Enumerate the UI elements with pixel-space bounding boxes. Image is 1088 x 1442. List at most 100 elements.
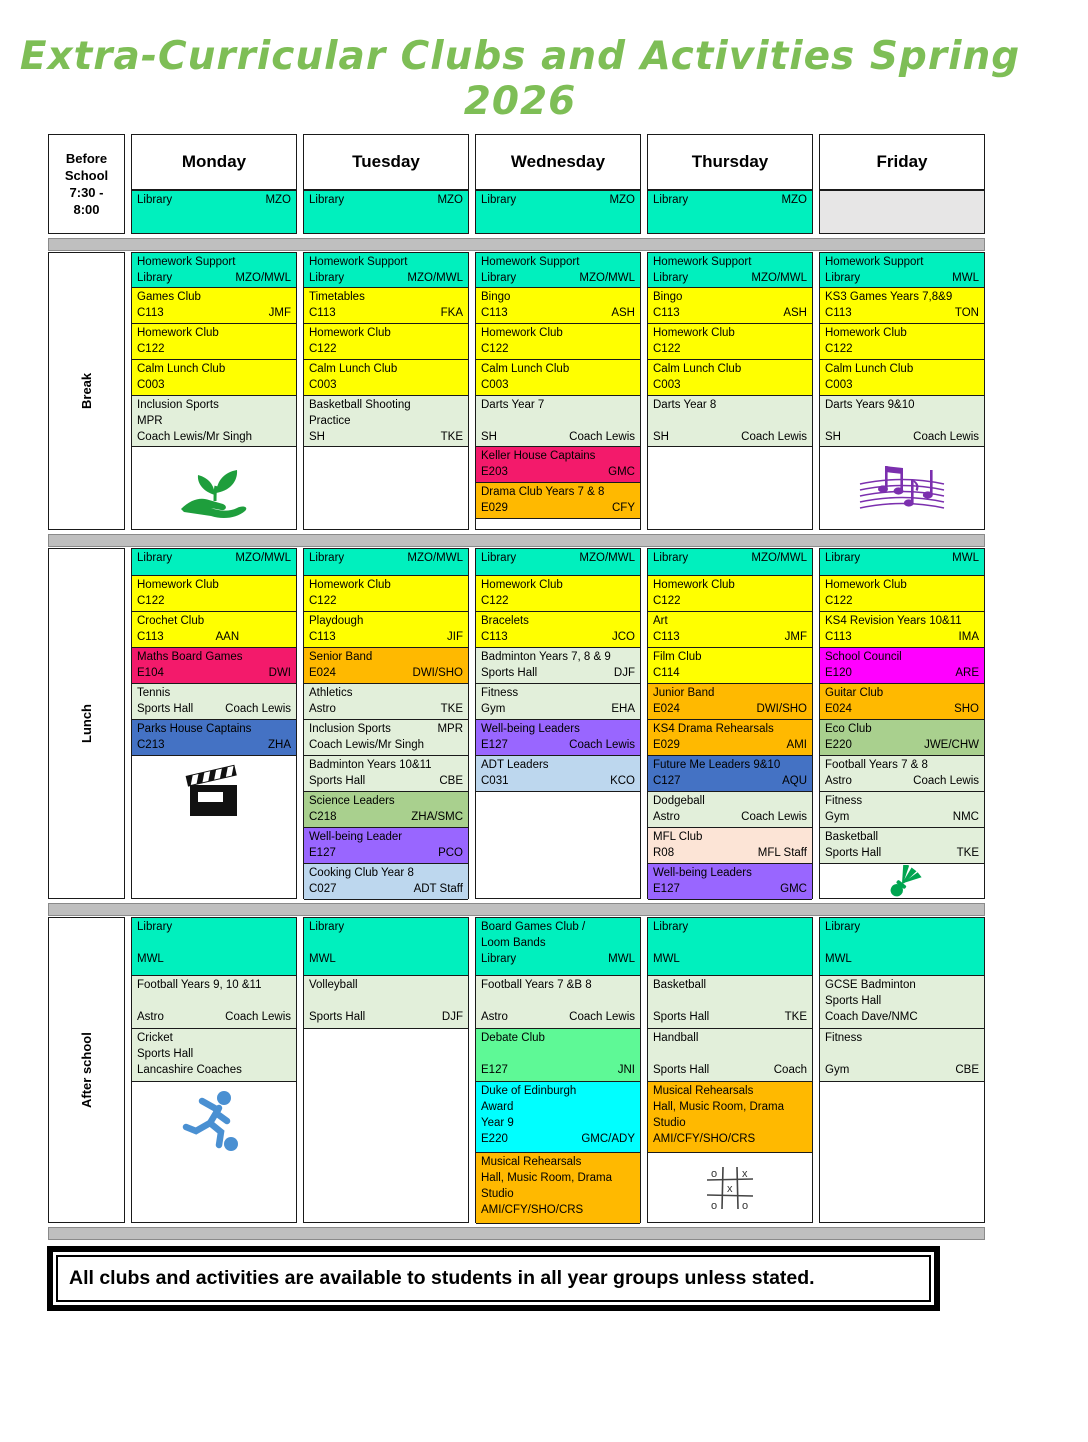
- timetable-sheet: Before School 7:30 -8:00 Monday Tuesday Wedne…: [48, 134, 985, 1240]
- day-column-wednesday: Library MZO/MWL Homework Club C122 Bracelets…: [475, 548, 641, 899]
- svg-text:x: x: [727, 1183, 733, 1195]
- activity-cell: Homework Support Library MZO/MWL: [304, 253, 468, 288]
- activity-cell: Library MZO: [647, 190, 813, 234]
- day-column-friday: Homework Support Library MWL KS3 Games Year…: [819, 252, 985, 530]
- activity-cell: Handball Sports Hall Coach: [648, 1029, 812, 1082]
- activity-cell: Homework Club C122: [304, 576, 468, 612]
- day-column-tuesday: Homework Support Library MZO/MWL Timetables…: [303, 252, 469, 530]
- svg-text:x: x: [742, 1168, 748, 1180]
- activity-cell: Musical Rehearsals Hall, Music Room, Dram…: [648, 1082, 812, 1153]
- activity-cell: Library MWL: [304, 918, 468, 976]
- activity-cell: Homework Support Library MZO/MWL: [476, 253, 640, 288]
- day-header-tuesday: Tuesday: [303, 134, 469, 190]
- activity-cell: Bingo C113 ASH: [648, 288, 812, 324]
- clapperboard-icon: [137, 757, 291, 898]
- activity-cell: Library MZO/MWL: [476, 549, 640, 576]
- activity-cell: Eco Club E220 JWE/CHW: [820, 720, 984, 756]
- section-label: Lunch: [48, 548, 125, 899]
- activity-cell: Basketball Sports Hall TKE: [820, 828, 984, 864]
- svg-text:o: o: [711, 1168, 717, 1180]
- activity-cell: Playdough C113 JIF: [304, 612, 468, 648]
- section-label: Break: [48, 252, 125, 530]
- activity-cell: Keller House Captains E203 GMC: [476, 447, 640, 483]
- activity-cell: Volleyball Sports Hall DJF: [304, 976, 468, 1029]
- activity-cell: Homework Club C122: [820, 576, 984, 612]
- activity-cell: MFL Club R08 MFL Staff: [648, 828, 812, 864]
- section-lunch: Lunch Library MZO/MWL Homework Club C122 Croc…: [48, 548, 985, 900]
- section-break: Break Homework Support Library MZO/MWL Games…: [48, 252, 985, 530]
- activity-cell: Fitness Gym EHA: [476, 684, 640, 720]
- activity-cell: Athletics Astro TKE: [304, 684, 468, 720]
- activity-cell: Junior Band E024 DWI/SHO: [648, 684, 812, 720]
- activity-cell: Bracelets C113 JCO: [476, 612, 640, 648]
- activity-cell: Senior Band E024 DWI/SHO: [304, 648, 468, 684]
- activity-cell: Football Years 9, 10 &11 Astro Coach Lewis: [132, 976, 296, 1029]
- day-column-monday: Library MZO/MWL Homework Club C122 Crochet C…: [131, 548, 297, 899]
- activity-cell: Homework Club C122: [132, 576, 296, 612]
- empty-cell: [132, 447, 296, 529]
- empty-cell: [304, 1029, 468, 1222]
- activity-cell: Darts Year 7 SH Coach Lewis: [476, 396, 640, 447]
- activity-cell: Homework Club C122: [820, 324, 984, 360]
- activity-cell: Fitness Gym CBE: [820, 1029, 984, 1082]
- svg-text:o: o: [742, 1200, 748, 1212]
- day-column-thursday: Homework Support Library MZO/MWL Bingo C113 A…: [647, 252, 813, 530]
- activity-cell: Science Leaders C218 ZHA/SMC: [304, 792, 468, 828]
- soccer-player-icon: [137, 1083, 291, 1222]
- empty-cell: [132, 1082, 296, 1222]
- activity-cell: Calm Lunch Club C003: [820, 360, 984, 396]
- page-title: Extra-Curricular Clubs and Activities Sp…: [19, 34, 1021, 124]
- day-header-wednesday: Wednesday: [475, 134, 641, 190]
- activity-cell: Library MZO/MWL: [304, 549, 468, 576]
- activity-cell: Library MWL: [820, 918, 984, 976]
- activity-cell: Inclusion Sports MPR Coach Lewis/Mr Singh: [304, 720, 468, 756]
- section-separator: [48, 903, 985, 916]
- activity-cell: Calm Lunch Club C003: [648, 360, 812, 396]
- activity-cell: KS4 Revision Years 10&11 C113 IMA: [820, 612, 984, 648]
- activity-cell: Library MZO: [303, 190, 469, 234]
- activity-cell: Crochet Club C113 AAN: [132, 612, 296, 648]
- activity-cell: Library MZO: [475, 190, 641, 234]
- activity-cell: Library MZO: [131, 190, 297, 234]
- activity-cell: Well-being Leader E127 PCO: [304, 828, 468, 864]
- header-row: Before School 7:30 -8:00 Monday Tuesday Wedne…: [48, 134, 985, 234]
- activity-cell: Debate Club E127 JNI: [476, 1029, 640, 1082]
- day-header-friday: Friday: [819, 134, 985, 190]
- activity-cell: Fitness Gym NMC: [820, 792, 984, 828]
- day-column-monday: Library MWL Football Years 9, 10 &11 Astro C…: [131, 917, 297, 1223]
- activity-cell: Calm Lunch Club C003: [476, 360, 640, 396]
- activity-cell: Basketball Sports Hall TKE: [648, 976, 812, 1029]
- svg-text:o: o: [711, 1200, 717, 1212]
- activity-cell: Cooking Club Year 8 C027 ADT Staff: [304, 864, 468, 900]
- activity-cell: Homework Club C122: [304, 324, 468, 360]
- activity-cell: Football Years 7 & 8 Astro Coach Lewis: [820, 756, 984, 792]
- activity-cell: Drama Club Years 7 & 8 E029 CFY: [476, 483, 640, 519]
- empty-cell: [820, 1082, 984, 1222]
- activity-cell: Homework Club C122: [132, 324, 296, 360]
- activity-cell: Cricket Sports Hall Lancashire Coaches: [132, 1029, 296, 1082]
- activity-cell: Dodgeball Astro Coach Lewis: [648, 792, 812, 828]
- activity-cell: Future Me Leaders 9&10 C127 AQU: [648, 756, 812, 792]
- activity-cell: KS3 Games Years 7,8&9 C113 TON: [820, 288, 984, 324]
- activity-cell: Games Club C113 JMF: [132, 288, 296, 324]
- activity-cell: Timetables C113 FKA: [304, 288, 468, 324]
- footer-banner: All clubs and activities are available t…: [47, 1246, 940, 1311]
- activity-cell: Library MWL: [820, 549, 984, 576]
- activity-cell: Football Years 7 &B 8 Astro Coach Lewis: [476, 976, 640, 1029]
- section-label: After school: [48, 917, 125, 1223]
- day-column-friday: Library MWL GCSE Badminton Sports Hall Coach…: [819, 917, 985, 1223]
- empty-cell: [304, 447, 468, 529]
- activity-cell: Film Club C114: [648, 648, 812, 684]
- empty-cell: [476, 792, 640, 898]
- day-column-wednesday: Homework Support Library MZO/MWL Bingo C113 A…: [475, 252, 641, 530]
- empty-cell: [648, 447, 812, 529]
- activity-cell: Darts Years 9&10 SH Coach Lewis: [820, 396, 984, 447]
- section-separator: [48, 1227, 985, 1240]
- empty-cell: [820, 447, 984, 529]
- activity-cell: Musical Rehearsals Hall, Music Room, Dram…: [476, 1153, 640, 1224]
- activity-cell: Duke of Edinburgh Award Year 9 E220 GMC/ADY: [476, 1082, 640, 1153]
- empty-cell: [819, 190, 985, 234]
- activity-cell: Well-being Leaders E127 Coach Lewis: [476, 720, 640, 756]
- day-header-monday: Monday: [131, 134, 297, 190]
